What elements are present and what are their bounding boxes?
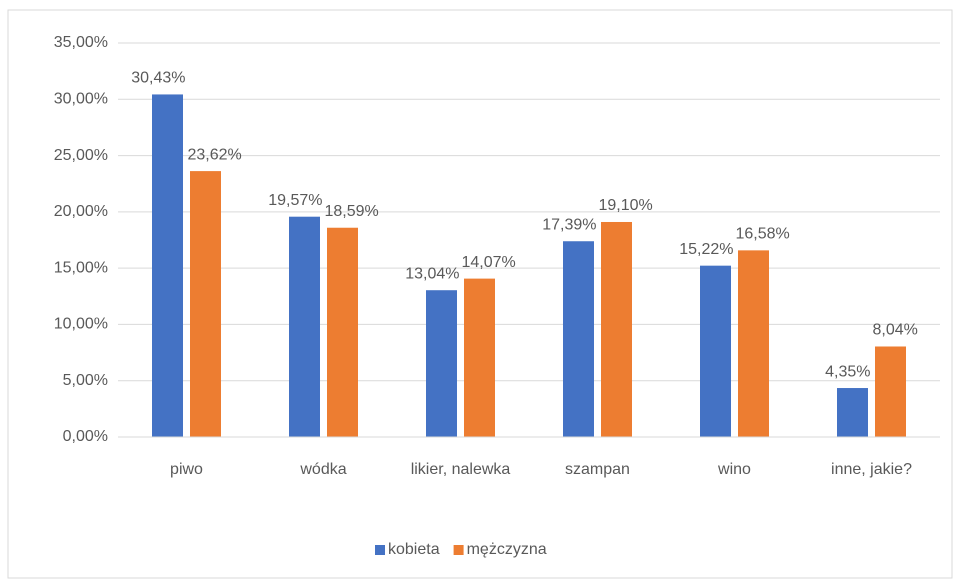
data-label: 14,07% (462, 254, 516, 271)
bar (289, 216, 320, 437)
bar (601, 221, 632, 437)
data-label: 19,10% (599, 197, 653, 214)
x-tick-label: piwo (170, 461, 203, 478)
y-tick-label: 35,00% (54, 34, 108, 51)
legend-swatch (453, 545, 464, 555)
bar (152, 94, 183, 438)
data-label: 30,43% (131, 70, 185, 87)
bar (563, 241, 594, 437)
x-tick-label: wino (718, 461, 751, 478)
bar (837, 388, 868, 437)
bar (464, 278, 495, 437)
x-tick-label: inne, jakie? (831, 461, 912, 478)
bar (700, 265, 731, 437)
legend-swatch (375, 545, 385, 555)
data-label: 16,58% (736, 226, 790, 243)
data-label: 8,04% (873, 322, 918, 339)
data-label: 23,62% (188, 146, 242, 163)
bar (426, 290, 457, 437)
data-label: 17,39% (542, 216, 596, 233)
chart-border (7, 9, 953, 579)
data-label: 15,22% (679, 241, 733, 258)
y-tick-label: 10,00% (54, 316, 108, 333)
legend-label: mężczyzna (467, 541, 547, 558)
data-label: 4,35% (825, 363, 870, 380)
legend-label: kobieta (388, 541, 440, 558)
y-tick-label: 0,00% (63, 428, 108, 445)
x-tick-label: szampan (565, 461, 630, 478)
x-tick-label: likier, nalewka (410, 461, 511, 478)
y-tick-label: 15,00% (54, 259, 108, 276)
y-tick-label: 25,00% (54, 147, 108, 164)
y-tick-label: 5,00% (63, 372, 108, 389)
bar (190, 171, 221, 437)
data-label: 18,59% (325, 203, 379, 220)
bar (875, 346, 906, 437)
data-label: 13,04% (405, 265, 459, 282)
x-tick-label: wódka (300, 461, 347, 478)
y-tick-label: 20,00% (54, 203, 108, 220)
y-tick-label: 30,00% (54, 91, 108, 108)
bar (327, 227, 358, 437)
data-label: 19,57% (268, 192, 322, 209)
bar (738, 250, 769, 437)
